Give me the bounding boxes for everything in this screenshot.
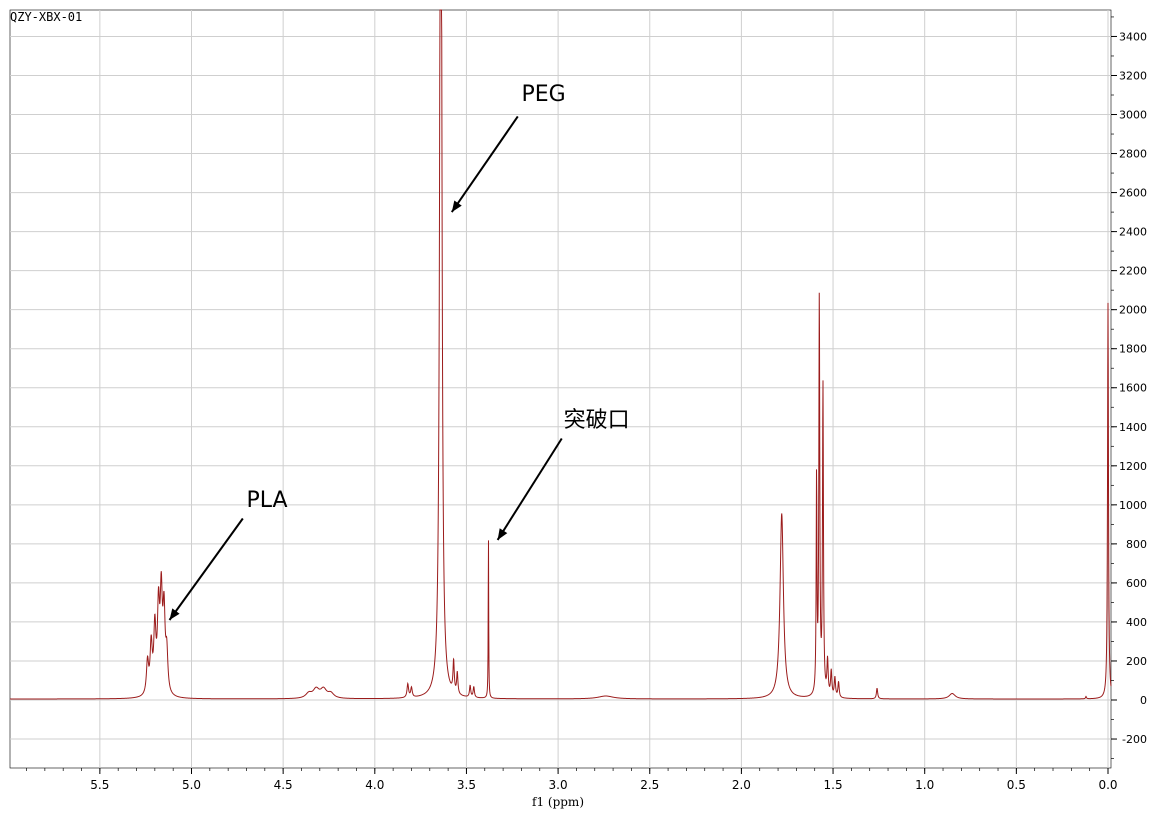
y-tick-label: 2000 (1119, 304, 1147, 317)
x-tick-label: 5.0 (182, 778, 201, 792)
y-tick-label: -200 (1122, 733, 1147, 746)
x-tick-label: 0.5 (1007, 778, 1026, 792)
annotation-label: 突破口 (564, 408, 630, 433)
x-tick-label: 3.0 (549, 778, 568, 792)
annotation-arrow (496, 437, 563, 541)
x-tick-label: 1.0 (915, 778, 934, 792)
y-tick-label: 1600 (1119, 382, 1147, 395)
y-tick-label: 3000 (1119, 109, 1147, 122)
spectrum-line (10, 9, 1112, 700)
annotation-arrowhead (169, 608, 180, 620)
y-tick-label: 0 (1140, 694, 1147, 707)
annotation-label: PLA (246, 488, 287, 513)
x-tick-label: 4.0 (365, 778, 384, 792)
plot-area (9, 9, 1112, 769)
x-tick-label: 5.5 (90, 778, 109, 792)
y-tick-label: 800 (1126, 538, 1147, 551)
y-tick-label: 2800 (1119, 148, 1147, 161)
y-tick-label: 2400 (1119, 226, 1147, 239)
y-tick-label: 1400 (1119, 421, 1147, 434)
y-tick-label: 1800 (1119, 343, 1147, 356)
x-tick-label: 4.5 (274, 778, 293, 792)
x-tick-label: 2.5 (640, 778, 659, 792)
y-tick-label: 2200 (1119, 265, 1147, 278)
y-tick-label: 1200 (1119, 460, 1147, 473)
x-tick-label: 2.0 (732, 778, 751, 792)
x-tick-label: 3.5 (457, 778, 476, 792)
y-tick-label: 1000 (1119, 499, 1147, 512)
x-axis-label: f1 (ppm) (532, 795, 584, 809)
x-axis: 5.5 5.0 4.5 4.0 3.5 3.0 2.5 2.0 1.5 1.0 0.5 0.0 (26, 768, 1118, 792)
annotation-arrow (450, 115, 519, 213)
y-tick-label: 200 (1126, 655, 1147, 668)
annotation-arrow (168, 517, 244, 621)
y-tick-label: 2600 (1119, 187, 1147, 200)
y-tick-label: 400 (1126, 616, 1147, 629)
annotation-arrowhead (497, 528, 508, 540)
annotation-arrowhead (451, 200, 462, 213)
y-axis: -200 0 200 400 600 800 1000 1200 1400 1600 1800 200… (1111, 16, 1147, 759)
grid-lines (10, 10, 1111, 768)
sample-id-label: QZY-XBX-01 (10, 10, 82, 24)
y-tick-label: 3200 (1119, 69, 1147, 82)
x-tick-label: 0.0 (1098, 778, 1117, 792)
x-tick-label: 1.5 (824, 778, 843, 792)
y-tick-label: 3400 (1119, 30, 1147, 43)
annotation-label: PEG (521, 82, 565, 107)
annotations: PEG 突破口 PLA (168, 82, 630, 621)
y-tick-label: 600 (1126, 577, 1147, 590)
